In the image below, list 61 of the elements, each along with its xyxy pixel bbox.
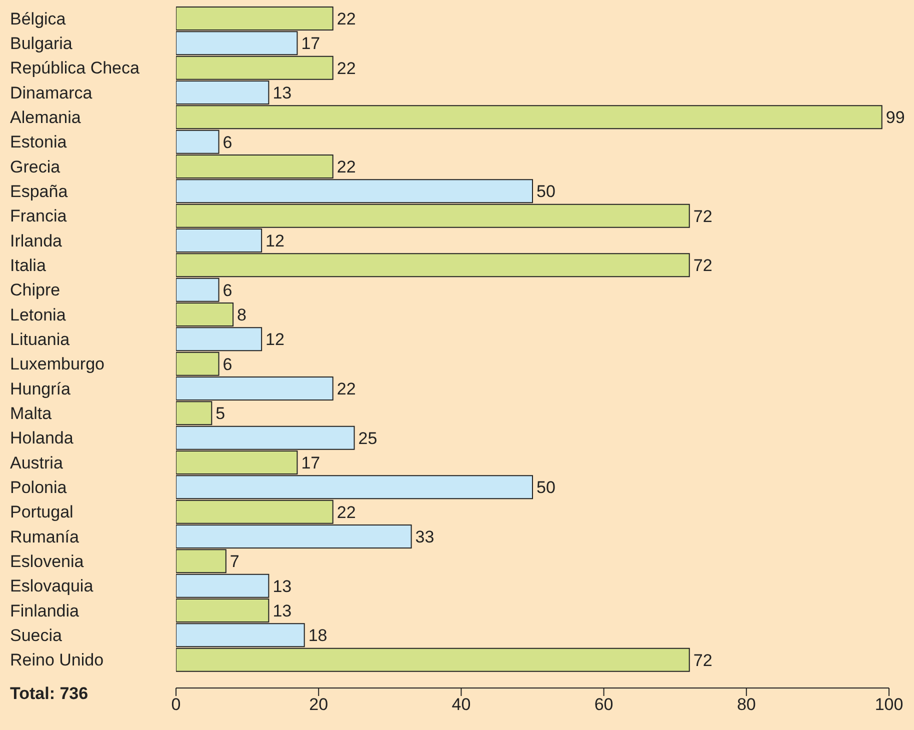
y-tick-label: Eslovaquia <box>10 576 94 596</box>
data-label: 17 <box>301 454 320 473</box>
x-tick-label: 20 <box>309 695 328 714</box>
y-tick-label: Austria <box>10 453 64 472</box>
x-tick-label: 100 <box>874 695 904 714</box>
data-label: 22 <box>336 58 356 78</box>
y-tick-label: Hungría <box>10 379 72 398</box>
y-tick-label: Alemania <box>10 108 82 127</box>
data-label: 13 <box>272 84 292 103</box>
y-tick-label: Bélgica <box>10 9 66 28</box>
data-label: 13 <box>272 576 292 596</box>
y-tick-label: República Checa <box>10 58 140 78</box>
data-label: 72 <box>693 650 712 670</box>
data-label: 72 <box>693 256 712 276</box>
y-tick-label: Irlanda <box>10 231 63 250</box>
data-label: 5 <box>216 404 226 424</box>
data-label: 99 <box>886 108 905 128</box>
data-label: 22 <box>336 10 356 29</box>
y-tick-label: Letonia <box>10 305 66 324</box>
data-label: 8 <box>237 306 247 325</box>
data-label: 6 <box>222 354 232 374</box>
y-tick-label: Reino Unido <box>10 650 104 670</box>
data-label: 50 <box>536 478 556 498</box>
x-tick-label: 60 <box>594 695 614 714</box>
y-tick-label: Bulgaria <box>10 34 73 53</box>
data-label: 17 <box>301 34 320 54</box>
y-tick-label: Dinamarca <box>10 83 93 102</box>
data-label: 22 <box>336 502 356 522</box>
data-label: 6 <box>222 280 232 300</box>
x-tick-label: 40 <box>452 695 471 714</box>
data-label: 33 <box>415 528 434 547</box>
y-tick-label: Polonia <box>10 478 68 497</box>
y-tick-label: Francia <box>10 206 68 226</box>
text: Total: 736 <box>10 684 88 704</box>
y-tick-label: España <box>10 182 68 201</box>
data-label: 25 <box>358 428 378 448</box>
y-tick-label: Chipre <box>10 280 60 300</box>
y-tick-label: Finlandia <box>10 601 80 620</box>
y-tick-label: Eslovenia <box>10 552 84 571</box>
y-tick-label: Lituania <box>10 330 70 349</box>
data-label: 72 <box>693 206 712 226</box>
x-tick-label: 80 <box>736 695 756 714</box>
y-tick-label: Holanda <box>10 428 74 448</box>
y-tick-label: Italia <box>10 256 46 275</box>
y-tick-label: Grecia <box>10 157 61 176</box>
y-tick-label: Malta <box>10 404 52 423</box>
data-label: 22 <box>336 380 356 399</box>
data-label: 7 <box>230 552 240 572</box>
x-tick-label: 0 <box>171 695 181 714</box>
data-label: 13 <box>272 602 292 621</box>
data-label: 12 <box>266 330 284 350</box>
data-label: 50 <box>536 182 556 202</box>
y-tick-label: Suecia <box>10 626 63 645</box>
y-tick-label: Luxemburgo <box>10 354 105 374</box>
y-tick-label: Estonia <box>10 132 68 152</box>
data-label: 18 <box>308 626 328 646</box>
y-tick-label: Rumanía <box>10 527 80 546</box>
data-label: 6 <box>222 132 232 152</box>
y-tick-label: Portugal <box>10 502 74 522</box>
data-label: 12 <box>266 232 284 251</box>
data-label: 22 <box>336 158 356 177</box>
